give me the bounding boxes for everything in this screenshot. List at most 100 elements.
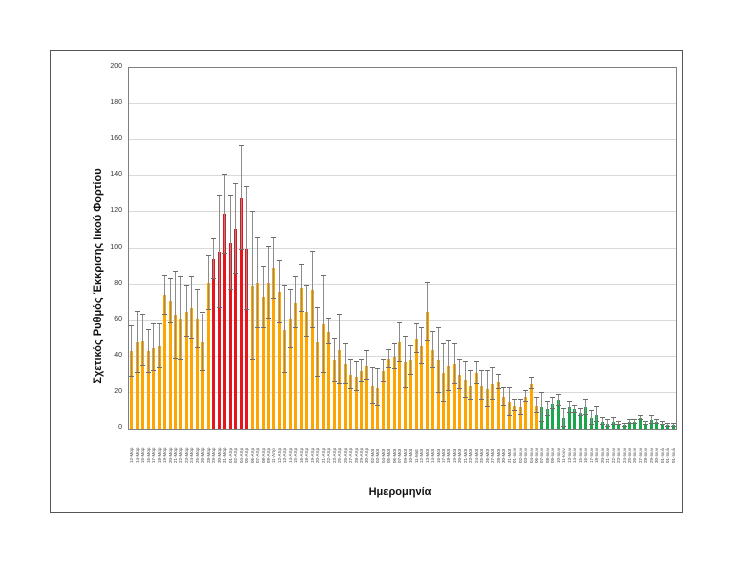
data-bar xyxy=(206,282,210,429)
error-cap xyxy=(134,372,140,374)
x-tick-label: 20-Ιουν xyxy=(599,448,605,463)
data-bar xyxy=(256,282,260,429)
error-cap xyxy=(517,413,523,415)
x-tick-label: 15-Απρ xyxy=(293,447,299,463)
error-cap xyxy=(534,411,539,413)
data-bar xyxy=(288,318,292,429)
error-cap xyxy=(249,359,255,361)
error-bar xyxy=(213,239,215,280)
error-cap xyxy=(145,372,151,374)
x-tick-label: 05-Απρ xyxy=(244,447,250,463)
error-cap xyxy=(260,265,266,267)
gridline xyxy=(129,103,676,105)
error-cap xyxy=(183,285,189,287)
error-cap xyxy=(654,422,660,424)
error-cap xyxy=(380,359,386,361)
data-bar xyxy=(420,345,424,429)
error-bar xyxy=(443,344,445,402)
data-bar xyxy=(310,290,314,429)
error-cap xyxy=(238,144,244,146)
error-cap xyxy=(386,348,392,350)
error-cap xyxy=(309,251,315,253)
error-cap xyxy=(342,382,348,384)
error-bar xyxy=(508,387,510,417)
x-tick-label: 03-Ιουν xyxy=(523,448,529,463)
x-tick-label: 12-Μαρ xyxy=(129,447,135,463)
x-tick-label: 27-Μαϊ xyxy=(490,449,496,463)
error-bar xyxy=(536,398,537,413)
data-bar xyxy=(381,371,385,429)
error-bar xyxy=(328,318,330,345)
data-bar xyxy=(436,360,440,429)
gridline xyxy=(129,391,676,393)
error-cap xyxy=(287,289,293,291)
x-tick-label: 09-Μαϊ xyxy=(402,449,408,463)
error-cap xyxy=(320,274,326,276)
error-cap xyxy=(419,326,425,328)
error-bar xyxy=(196,290,198,348)
data-bar xyxy=(327,331,331,429)
error-bar xyxy=(645,421,647,426)
error-bar xyxy=(382,360,384,383)
error-cap xyxy=(397,321,403,323)
error-cap xyxy=(561,426,567,428)
error-cap xyxy=(364,350,370,352)
error-bar xyxy=(464,362,466,399)
data-bar xyxy=(349,374,353,429)
x-tick-label: 22-Μαρ xyxy=(178,447,184,463)
x-tick-label: 21-Ιουν xyxy=(605,448,611,463)
data-bar xyxy=(600,421,604,429)
x-tick-label: 30-Ιουν xyxy=(654,448,660,463)
x-tick-label: 25-Μαϊ xyxy=(479,449,485,463)
data-bar xyxy=(617,423,621,429)
x-tick-label: 18-Μαρ xyxy=(156,447,162,463)
data-bar xyxy=(141,340,145,429)
error-cap xyxy=(216,307,222,309)
error-bar xyxy=(552,398,554,410)
error-bar xyxy=(273,237,275,300)
data-bar xyxy=(376,387,380,429)
error-bar xyxy=(514,400,516,411)
error-cap xyxy=(659,420,665,422)
data-bar xyxy=(130,351,134,429)
error-cap xyxy=(577,415,583,417)
error-bar xyxy=(377,369,379,406)
error-cap xyxy=(588,409,594,411)
error-cap xyxy=(544,400,550,402)
data-bar xyxy=(343,364,347,429)
x-tick-label: 18-Απρ xyxy=(304,447,310,463)
error-bar xyxy=(437,327,439,393)
error-bar xyxy=(667,423,669,428)
error-cap xyxy=(484,406,490,408)
error-bar xyxy=(295,277,297,328)
y-tick-label: 80 xyxy=(114,279,122,287)
error-cap xyxy=(172,270,178,272)
x-tick-label: 08-Απρ xyxy=(260,447,266,463)
error-cap xyxy=(599,417,605,419)
x-tick-label: 05-Μαϊ xyxy=(386,449,392,463)
data-bar xyxy=(332,360,336,429)
error-cap xyxy=(227,289,233,291)
error-bar xyxy=(453,344,455,384)
error-bar xyxy=(421,327,423,365)
data-bar xyxy=(201,342,205,429)
x-tick-label: 28-Ιουν xyxy=(643,448,649,463)
error-cap xyxy=(643,424,649,426)
x-tick-label: 16-Μαρ xyxy=(145,447,151,463)
error-bar xyxy=(284,286,286,374)
error-cap xyxy=(430,330,436,332)
error-cap xyxy=(140,314,146,316)
error-cap xyxy=(632,418,638,420)
error-cap xyxy=(244,308,250,310)
error-cap xyxy=(413,323,419,325)
error-cap xyxy=(473,361,479,363)
error-cap xyxy=(479,370,485,372)
x-tick-label: 01-Ιουλ xyxy=(665,448,671,463)
error-bar xyxy=(607,419,609,428)
error-cap xyxy=(337,382,343,384)
data-bar xyxy=(485,389,489,429)
error-cap xyxy=(233,182,239,184)
error-cap xyxy=(413,352,419,354)
y-tick-label: 120 xyxy=(110,207,122,215)
error-cap xyxy=(599,424,605,426)
